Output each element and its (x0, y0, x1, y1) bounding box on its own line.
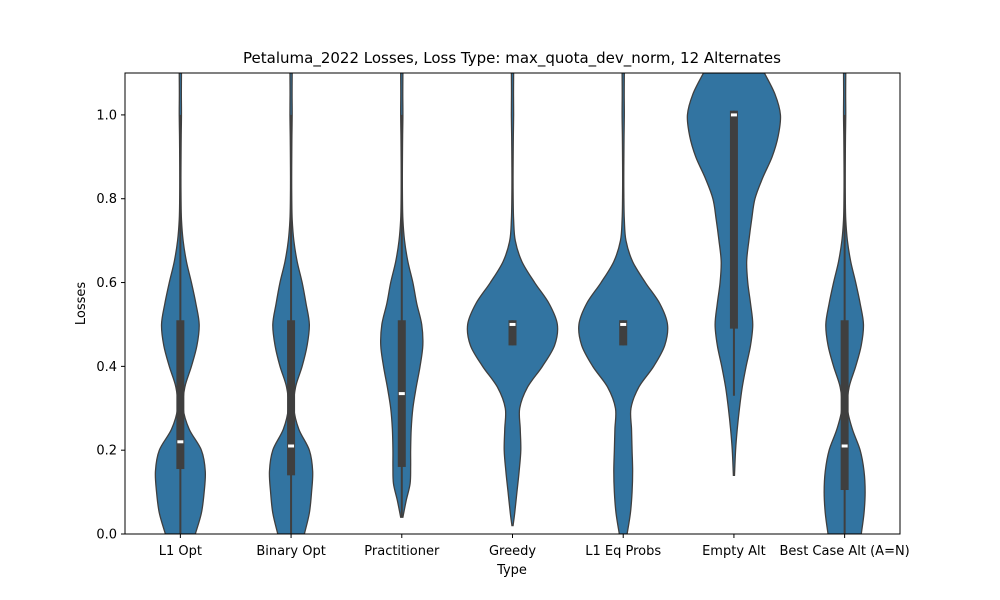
x-tick-label: L1 Eq Probs (585, 544, 661, 559)
x-tick-label: Best Case Alt (A=N) (780, 544, 910, 559)
violin-l1-eq-probs (578, 73, 669, 534)
iqr-box (729, 110, 738, 329)
y-tick-label: 0.0 (96, 528, 117, 543)
median-marker (620, 322, 627, 326)
median-marker (509, 322, 516, 326)
violin-group (154, 73, 866, 534)
y-axis-label: Losses (74, 282, 89, 326)
violin-best-case-alt-a-n- (823, 73, 866, 534)
x-axis-label: Type (496, 563, 527, 578)
y-axis: 0.0 0.2 0.4 0.6 0.8 1.0 (96, 108, 125, 543)
violin-body (466, 73, 559, 527)
violin-greedy (466, 73, 559, 527)
violin-binary-opt (268, 73, 314, 534)
iqr-box (176, 320, 185, 470)
x-tick-label: Binary Opt (256, 544, 326, 559)
iqr-box (840, 320, 849, 490)
x-axis: L1 Opt Binary Opt Practitioner Greedy L1 Eq … (159, 534, 910, 559)
violin-practitioner (380, 73, 424, 518)
x-tick-label: Empty Alt (702, 544, 766, 559)
y-tick-label: 0.2 (96, 444, 117, 459)
y-tick-label: 0.6 (96, 276, 117, 291)
y-tick-label: 1.0 (96, 108, 117, 123)
violin-l1-opt (154, 73, 207, 534)
x-tick-label: L1 Opt (159, 544, 202, 559)
y-tick-label: 0.8 (96, 192, 117, 207)
iqr-box (508, 320, 517, 346)
violin-body (578, 73, 669, 534)
iqr-box (287, 320, 296, 476)
x-tick-label: Greedy (489, 544, 536, 559)
iqr-box (619, 320, 628, 346)
violin-empty-alt (686, 73, 782, 476)
plot-frame (124, 72, 901, 535)
y-tick-label: 0.4 (96, 360, 117, 375)
x-tick-label: Practitioner (364, 544, 440, 559)
median-marker (288, 444, 295, 448)
median-marker (841, 444, 848, 448)
median-marker (398, 392, 405, 396)
chart-title: Petaluma_2022 Losses, Loss Type: max_quo… (243, 49, 781, 68)
median-marker (730, 113, 737, 117)
median-marker (177, 440, 184, 444)
